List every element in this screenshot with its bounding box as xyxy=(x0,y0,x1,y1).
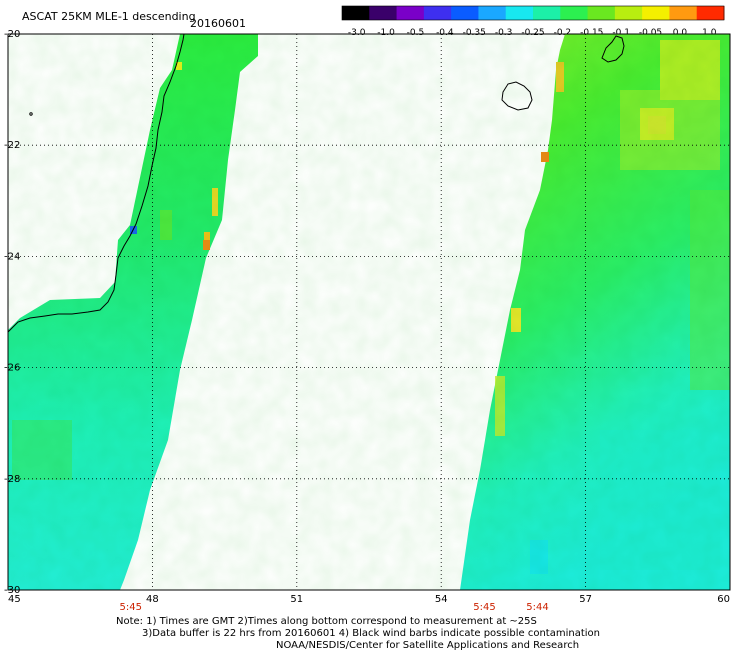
latitude-tick-label: -26 xyxy=(4,363,20,374)
colorbar-frame xyxy=(341,5,725,21)
time-labels: 5:45 5:45 5:44 xyxy=(120,602,549,613)
longitude-tick-label: 57 xyxy=(579,594,592,605)
longitude-tick-label: 54 xyxy=(435,594,448,605)
mauritius-island-coastline xyxy=(601,35,625,63)
colorbar: -3.0 -1.0 -0.5 -0.4 -0.35 -0.3 -0.25 -0.2 -0.15-… xyxy=(341,5,725,38)
colorbar-segment xyxy=(396,6,425,20)
longitude-tick-label: 45 xyxy=(8,594,21,605)
colorbar-tick-label: -0.15 xyxy=(580,28,603,38)
pass-time-label: 5:44 xyxy=(526,602,548,613)
plot-frame xyxy=(7,33,731,591)
note-line-3: NOAA/NESDIS/Center for Satellite Applica… xyxy=(276,640,579,650)
colorbar-tick-label: -0.25 xyxy=(521,28,544,38)
colorbar-tick-label: -0.05 xyxy=(639,28,662,38)
map-date: 20160601 xyxy=(190,17,246,30)
longitude-tick-label: 60 xyxy=(717,594,730,605)
colorbar-segment xyxy=(478,6,507,20)
colorbar-tick-label: 0.0 xyxy=(673,28,688,38)
colorbar-tick-label: -0.35 xyxy=(463,28,486,38)
latitude-tick-label: -24 xyxy=(4,251,20,262)
latitude-tick-label: -22 xyxy=(4,140,20,151)
colorbar-segment xyxy=(696,6,725,20)
colorbar-segment xyxy=(560,6,589,20)
colorbar-tick-label: -1.0 xyxy=(377,28,395,38)
colorbar-segment xyxy=(587,6,616,20)
pass-time-label: 5:45 xyxy=(120,602,142,613)
longitude-labels: 45 48 51 54 57 60 xyxy=(8,594,730,605)
small-island-marker xyxy=(29,112,33,116)
swath-layer xyxy=(8,34,730,590)
reunion-island-coastline xyxy=(501,81,533,111)
latitude-tick-label: -28 xyxy=(4,474,20,485)
colorbar-segment xyxy=(505,6,534,20)
colorbar-tick-label: -0.2 xyxy=(554,28,572,38)
colorbar-tick-label: -0.1 xyxy=(612,28,630,38)
colorbar-segment xyxy=(669,6,698,20)
longitude-tick-label: 51 xyxy=(290,594,303,605)
graticule xyxy=(8,34,730,590)
map-title: ASCAT 25KM MLE-1 descending xyxy=(22,10,196,23)
colorbar-segment xyxy=(533,6,561,20)
colorbar-tick-label: -3.0 xyxy=(348,28,366,38)
latitude-tick-label: -30 xyxy=(4,585,20,596)
colorbar-tick-label: 1.0 xyxy=(702,28,717,38)
madagascar-coastline xyxy=(7,33,185,333)
colorbar-segment xyxy=(369,6,398,20)
colorbar-tick-label: -0.3 xyxy=(495,28,513,38)
colorbar-segment xyxy=(642,6,670,20)
note-line-2: 3)Data buffer is 22 hrs from 20160601 4)… xyxy=(142,628,600,639)
longitude-tick-label: 48 xyxy=(146,594,159,605)
note-line-1: Note: 1) Times are GMT 2)Times along bot… xyxy=(116,616,537,627)
colorbar-segment xyxy=(342,6,370,20)
pass-time-label: 5:45 xyxy=(473,602,495,613)
colorbar-segment xyxy=(451,6,479,20)
latitude-labels: -20 -22 -24 -26 -28 -30 xyxy=(4,29,20,596)
coastlines xyxy=(7,33,625,333)
colorbar-tick-label: -0.5 xyxy=(407,28,425,38)
colorbar-segment xyxy=(614,6,643,20)
latitude-tick-label: -20 xyxy=(4,29,20,40)
colorbar-segment xyxy=(423,6,452,20)
colorbar-tick-label: -0.4 xyxy=(436,28,454,38)
